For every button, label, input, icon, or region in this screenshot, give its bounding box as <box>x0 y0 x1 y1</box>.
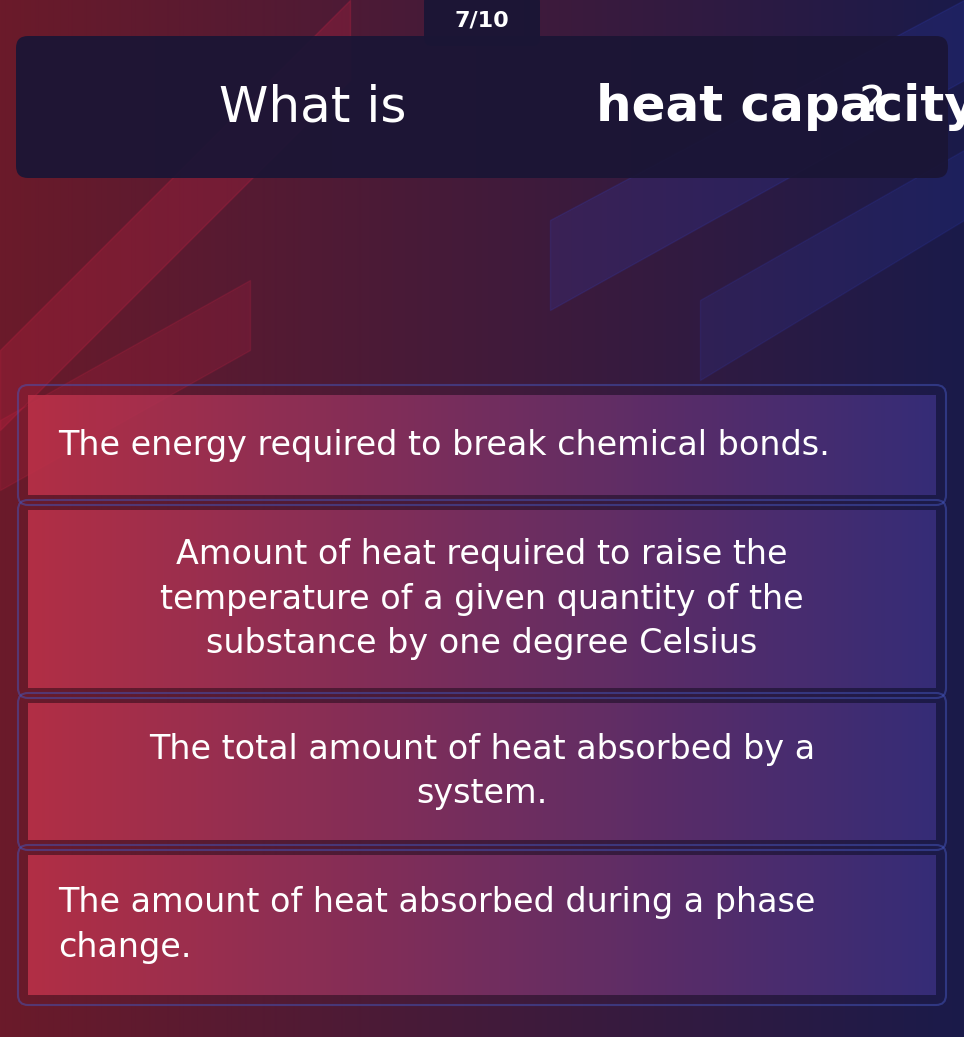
FancyBboxPatch shape <box>16 36 948 178</box>
Text: heat capacity: heat capacity <box>596 83 964 131</box>
FancyBboxPatch shape <box>424 0 540 46</box>
Text: ?: ? <box>859 83 886 131</box>
Text: Amount of heat required to raise the
temperature of a given quantity of the
subs: Amount of heat required to raise the tem… <box>160 538 804 661</box>
Text: The amount of heat absorbed during a phase
change.: The amount of heat absorbed during a pha… <box>58 887 816 963</box>
Text: 7/10: 7/10 <box>455 10 509 30</box>
Text: The total amount of heat absorbed by a
system.: The total amount of heat absorbed by a s… <box>148 733 816 810</box>
Text: What is: What is <box>219 83 422 131</box>
Text: The energy required to break chemical bonds.: The energy required to break chemical bo… <box>58 428 830 461</box>
